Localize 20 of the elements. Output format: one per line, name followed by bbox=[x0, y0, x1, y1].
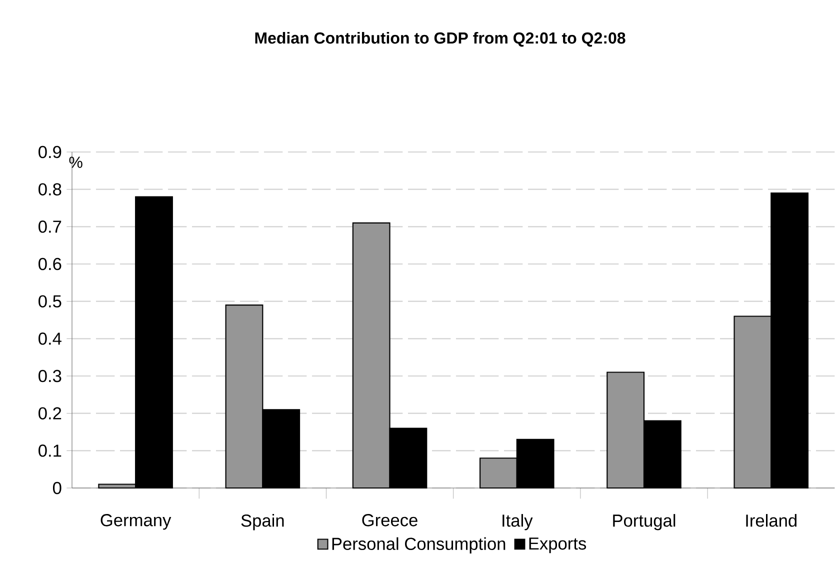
x-tick-label: Ireland bbox=[746, 514, 796, 527]
x-tick-label: Italy bbox=[502, 514, 533, 530]
x-tick-label: Spain bbox=[241, 514, 284, 530]
x-tick-label: Germany bbox=[100, 514, 172, 530]
y-tick-label: 0.2 bbox=[38, 407, 62, 420]
y-tick-label: 0.3 bbox=[38, 370, 62, 382]
y-tick-label: 0.4 bbox=[38, 332, 62, 345]
y-tick-label: 0.8 bbox=[38, 183, 62, 196]
x-tick-label: Greece bbox=[362, 514, 418, 526]
y-axis-title: % bbox=[69, 156, 82, 168]
y-tick-label: 0.6 bbox=[38, 258, 62, 270]
y-tick-label: 0.7 bbox=[38, 220, 62, 233]
y-tick-label: 0.9 bbox=[38, 146, 62, 158]
y-tick-label: 0 bbox=[52, 482, 62, 494]
legend-label: Personal Consumption bbox=[332, 537, 506, 554]
y-tick-label: 0.5 bbox=[38, 295, 62, 308]
y-tick-label: 0.1 bbox=[38, 444, 62, 457]
x-tick-label: Portugal bbox=[613, 514, 676, 530]
chart-title: Median Contribution to GDP from Q2:01 to Q2:08 bbox=[255, 32, 626, 47]
legend-label: Exports bbox=[529, 538, 586, 554]
